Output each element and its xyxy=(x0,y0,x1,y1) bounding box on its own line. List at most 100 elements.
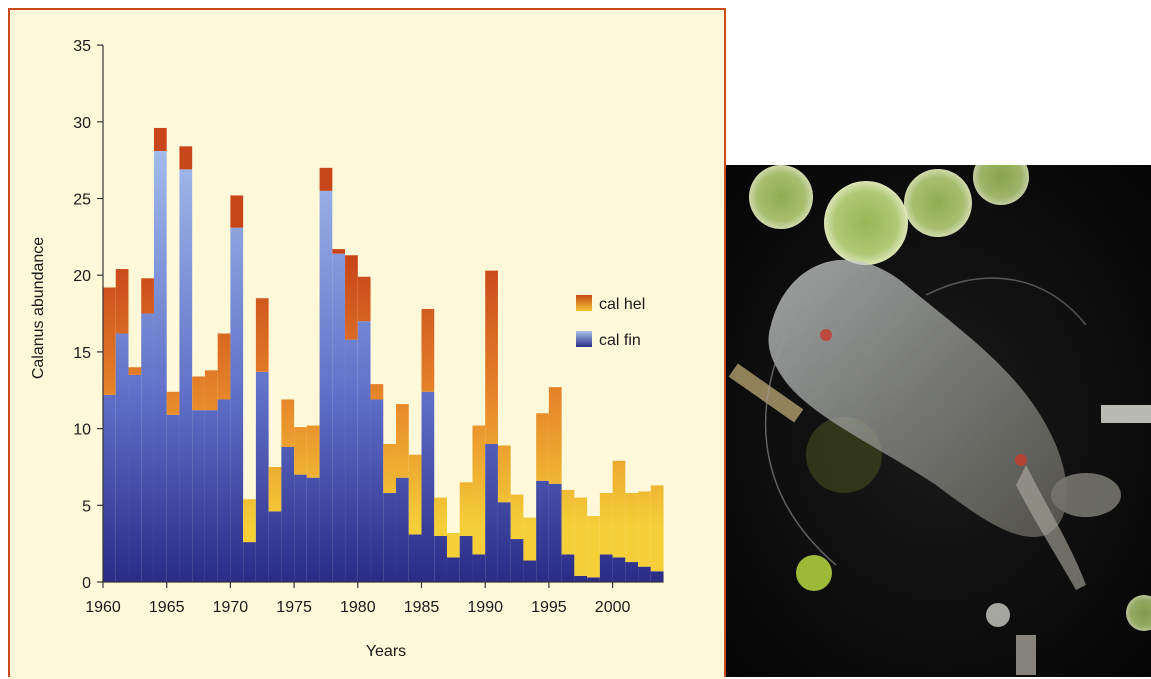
bar-cal-fin-1960 xyxy=(103,394,116,582)
bar-cal-fin-1976 xyxy=(306,477,320,582)
bar-cal-fin-1988 xyxy=(459,535,473,582)
bar-cal-hel-1964 xyxy=(153,127,167,151)
bar-cal-fin-1990 xyxy=(485,443,498,582)
x-tick-label-1960: 1960 xyxy=(85,599,121,616)
bar-cal-fin-1996 xyxy=(561,554,575,582)
legend-swatch-cal-hel xyxy=(576,295,592,311)
bar-cal-fin-1993 xyxy=(523,560,537,582)
bar-cal-hel-1979 xyxy=(345,255,358,340)
y-tick-label-0: 0 xyxy=(82,575,91,592)
x-tick-label-1990: 1990 xyxy=(467,599,503,616)
bar-cal-hel-1990 xyxy=(485,270,498,444)
bar-cal-fin-1969 xyxy=(217,399,231,582)
bar-cal-fin-1998 xyxy=(587,577,600,582)
y-tick-label-20: 20 xyxy=(73,268,91,285)
bar-cal-hel-1960 xyxy=(103,287,116,395)
y-tick-label-15: 15 xyxy=(73,345,91,362)
bar-cal-fin-1964 xyxy=(153,150,167,583)
bar-cal-hel-1969 xyxy=(217,333,231,400)
legend-label-cal-fin: cal fin xyxy=(599,332,641,349)
bar-cal-fin-1997 xyxy=(574,575,588,582)
bar-cal-hel-2002 xyxy=(638,491,651,567)
bar-cal-fin-1987 xyxy=(446,557,460,582)
bar-cal-hel-1997 xyxy=(574,497,588,576)
x-tick-label-1995: 1995 xyxy=(531,599,567,616)
calanus-chart: 0 5 10 15 20 25 30 35 1960 1965 1970 1975 1980 1985 19… xyxy=(10,10,724,679)
bar-cal-hel-1972 xyxy=(255,298,269,372)
bar-cal-hel-1974 xyxy=(281,399,295,448)
bar-cal-fin-2002 xyxy=(638,566,651,582)
bar-cal-fin-1979 xyxy=(345,339,358,582)
bar-cal-hel-1968 xyxy=(204,370,218,411)
bar-cal-hel-1970 xyxy=(230,195,244,228)
bar-cal-fin-1965 xyxy=(166,414,180,582)
bar-cal-hel-2000 xyxy=(612,460,626,558)
bar-cal-fin-1966 xyxy=(179,169,193,582)
bar-cal-fin-1994 xyxy=(536,480,549,582)
axes-group: 0 5 10 15 20 25 30 35 1960 1965 1970 1975 1980 1985 19… xyxy=(73,38,664,616)
legend-label-cal-hel: cal hel xyxy=(599,296,645,313)
bar-cal-hel-1986 xyxy=(434,497,447,536)
copepod-photo xyxy=(726,165,1151,677)
bar-cal-hel-1980 xyxy=(357,276,371,322)
bar-cal-hel-1962 xyxy=(128,367,142,375)
bar-cal-fin-1967 xyxy=(192,410,205,582)
x-tick-label-1985: 1985 xyxy=(404,599,440,616)
bar-cal-fin-1991 xyxy=(497,502,511,582)
bar-cal-fin-1974 xyxy=(281,447,295,582)
y-tick-label-5: 5 xyxy=(82,498,91,515)
x-tick-label-1965: 1965 xyxy=(149,599,185,616)
bar-cal-hel-1978 xyxy=(332,249,346,254)
bar-cal-hel-1963 xyxy=(141,278,154,314)
bar-cal-hel-1999 xyxy=(599,493,613,555)
x-axis-label: Years xyxy=(366,643,406,660)
bar-cal-hel-1998 xyxy=(587,516,600,578)
bar-cal-fin-2001 xyxy=(625,562,639,582)
bar-cal-hel-1989 xyxy=(472,425,486,555)
bar-cal-fin-1982 xyxy=(383,493,397,582)
bar-cal-fin-1985 xyxy=(421,391,435,582)
bar-cal-fin-1973 xyxy=(268,511,282,582)
bar-cal-fin-1975 xyxy=(294,474,307,582)
bar-cal-hel-1983 xyxy=(396,404,409,478)
legend: cal hel cal fin xyxy=(576,295,645,349)
bar-cal-fin-1981 xyxy=(370,399,384,582)
x-tick-label-1975: 1975 xyxy=(276,599,312,616)
x-tick-label-1980: 1980 xyxy=(340,599,376,616)
bar-cal-fin-1992 xyxy=(510,539,524,582)
bar-cal-fin-2000 xyxy=(612,557,626,582)
bar-cal-fin-1970 xyxy=(230,227,244,582)
bar-cal-fin-1972 xyxy=(255,371,269,582)
bar-cal-fin-1999 xyxy=(599,554,613,582)
legend-swatch-cal-fin xyxy=(576,331,592,347)
bar-cal-hel-2003 xyxy=(650,485,664,572)
bar-cal-fin-1963 xyxy=(141,313,154,582)
y-tick-label-25: 25 xyxy=(73,192,91,209)
bar-cal-fin-1968 xyxy=(204,410,218,582)
bar-cal-hel-1985 xyxy=(421,308,435,392)
y-tick-label-35: 35 xyxy=(73,38,91,55)
bars-group xyxy=(103,127,664,583)
bar-cal-fin-1986 xyxy=(434,535,447,582)
bar-cal-hel-1967 xyxy=(192,376,205,411)
bar-cal-hel-1976 xyxy=(306,425,320,478)
bar-cal-hel-2001 xyxy=(625,493,639,563)
bar-cal-fin-1978 xyxy=(332,253,346,582)
bar-cal-hel-1971 xyxy=(243,499,256,543)
bar-cal-fin-2003 xyxy=(650,571,664,582)
bar-cal-hel-1995 xyxy=(548,387,562,484)
y-axis-label: Calanus abundance xyxy=(30,237,47,379)
y-tick-label-30: 30 xyxy=(73,115,91,132)
bar-cal-hel-1975 xyxy=(294,427,307,475)
bar-cal-hel-1993 xyxy=(523,517,537,561)
bar-cal-fin-1971 xyxy=(243,542,256,582)
bar-cal-hel-1996 xyxy=(561,489,575,555)
bar-cal-hel-1977 xyxy=(319,167,333,191)
bar-cal-hel-1988 xyxy=(459,482,473,536)
bar-cal-hel-1987 xyxy=(446,532,460,558)
bar-cal-fin-1984 xyxy=(408,534,422,582)
bar-cal-hel-1994 xyxy=(536,413,549,481)
bar-cal-fin-1977 xyxy=(319,190,333,582)
bar-cal-fin-1961 xyxy=(115,333,129,582)
bar-cal-hel-1982 xyxy=(383,443,397,494)
